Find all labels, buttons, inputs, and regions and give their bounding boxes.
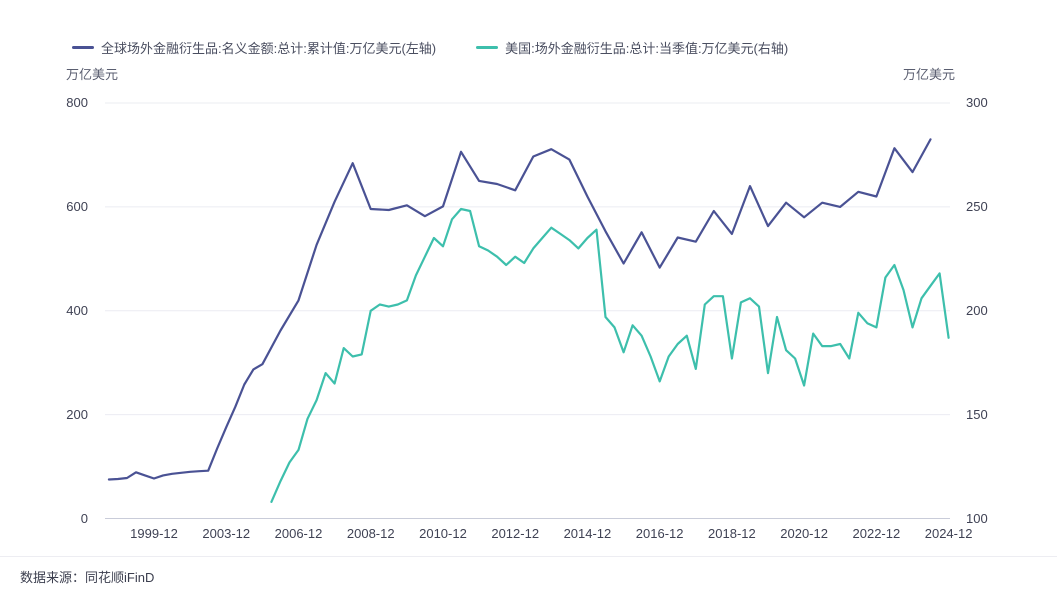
x-axis-tick-label: 2010-12 [419, 526, 467, 541]
legend-item-global[interactable]: 全球场外金融衍生品:名义金额:总计:累计值:万亿美元(左轴) [72, 38, 436, 57]
legend-label-us: 美国:场外金融衍生品:总计:当季值:万亿美元(右轴) [505, 41, 789, 56]
left-axis-tick-label: 400 [66, 302, 88, 318]
x-axis-tick-label: 2018-12 [708, 526, 756, 541]
x-axis-tick-label: 2024-12 [924, 526, 973, 541]
legend-item-us[interactable]: 美国:场外金融衍生品:总计:当季值:万亿美元(右轴) [476, 38, 788, 57]
x-axis-tick-label: 2003-12 [202, 526, 251, 541]
right-axis-tick-label: 300 [966, 95, 988, 110]
series-line-us[interactable] [270, 207, 950, 503]
legend-swatch-us-line [476, 46, 499, 49]
left-axis-tick-label: 0 [80, 510, 88, 526]
right-axis-tick-label: 200 [966, 302, 988, 318]
series-line-global[interactable] [107, 138, 932, 481]
legend-label-global: 全球场外金融衍生品:名义金额:总计:累计值:万亿美元(左轴) [101, 41, 437, 56]
right-axis-unit-label: 万亿美元 [902, 67, 955, 82]
right-axis-tick-label: 150 [966, 406, 988, 422]
left-axis-tick-label: 800 [66, 95, 88, 110]
left-axis-tick-label: 600 [66, 198, 88, 214]
x-axis-tick-label: 2022-12 [852, 526, 901, 541]
left-axis-tick-label: 200 [66, 406, 88, 422]
chart-legend: 全球场外金融衍生品:名义金额:总计:累计值:万亿美元(左轴) 美国:场外金融衍生… [72, 38, 788, 57]
x-axis-tick-label: 2016-12 [635, 526, 684, 541]
x-axis-tick-label: 2008-12 [346, 526, 395, 541]
legend-swatch-global-line [72, 46, 94, 49]
right-axis-tick-label: 250 [966, 198, 988, 214]
x-axis-tick-label: 1999-12 [130, 526, 178, 541]
left-axis-unit-label: 万亿美元 [66, 67, 119, 82]
x-axis-tick-label: 2012-12 [491, 526, 540, 541]
right-axis-tick-label: 100 [966, 510, 988, 526]
data-source-text: 数据来源：同花顺iFinD [20, 570, 155, 585]
footer-bar: 数据来源：同花顺iFinD [0, 556, 1057, 598]
x-axis-tick-label: 2014-12 [563, 526, 612, 541]
x-axis-tick-label: 2020-12 [780, 526, 828, 541]
x-axis-tick-label: 2006-12 [274, 526, 323, 541]
